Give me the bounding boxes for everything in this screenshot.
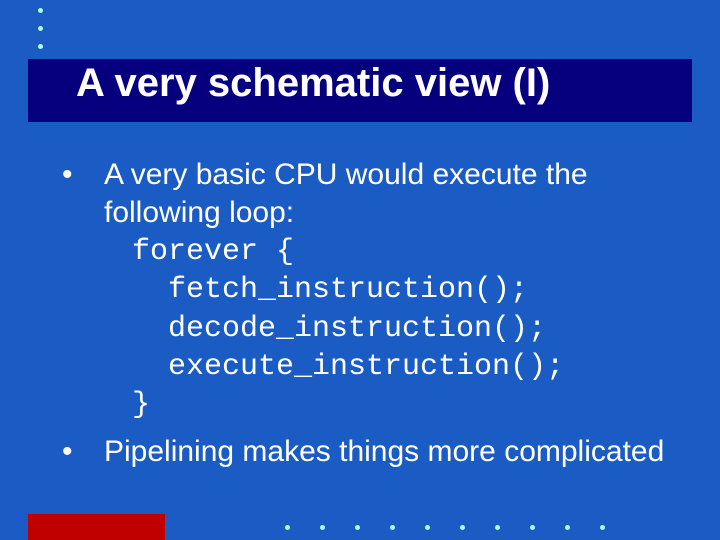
slide-body: • A very basic CPU would execute the fol… (62, 156, 674, 479)
dot (38, 44, 43, 49)
bullet-marker: • (62, 156, 104, 194)
bullet-text: Pipelining makes things more complicated (104, 433, 664, 471)
dot (565, 525, 570, 530)
bullet-marker: • (62, 433, 104, 471)
bullet-item: • Pipelining makes things more complicat… (62, 433, 674, 471)
dot (285, 525, 290, 530)
dot (495, 525, 500, 530)
decorative-dots-bottom (285, 525, 605, 530)
dot (38, 8, 43, 13)
dot (600, 525, 605, 530)
bullet-body: Pipelining makes things more complicated (104, 433, 664, 471)
bullet-body: A very basic CPU would execute the follo… (104, 156, 674, 425)
decorative-dots-top-left (38, 8, 43, 49)
dot (390, 525, 395, 530)
slide-title: A very schematic view (I) (76, 61, 550, 106)
footer-accent-box (28, 514, 165, 540)
dot (320, 525, 325, 530)
dot (530, 525, 535, 530)
dot (38, 26, 43, 31)
bullet-item: • A very basic CPU would execute the fol… (62, 156, 674, 425)
bullet-text: A very basic CPU would execute the follo… (104, 156, 674, 233)
dot (425, 525, 430, 530)
dot (355, 525, 360, 530)
dot (460, 525, 465, 530)
code-block: forever { fetch_instruction(); decode_in… (132, 233, 674, 425)
